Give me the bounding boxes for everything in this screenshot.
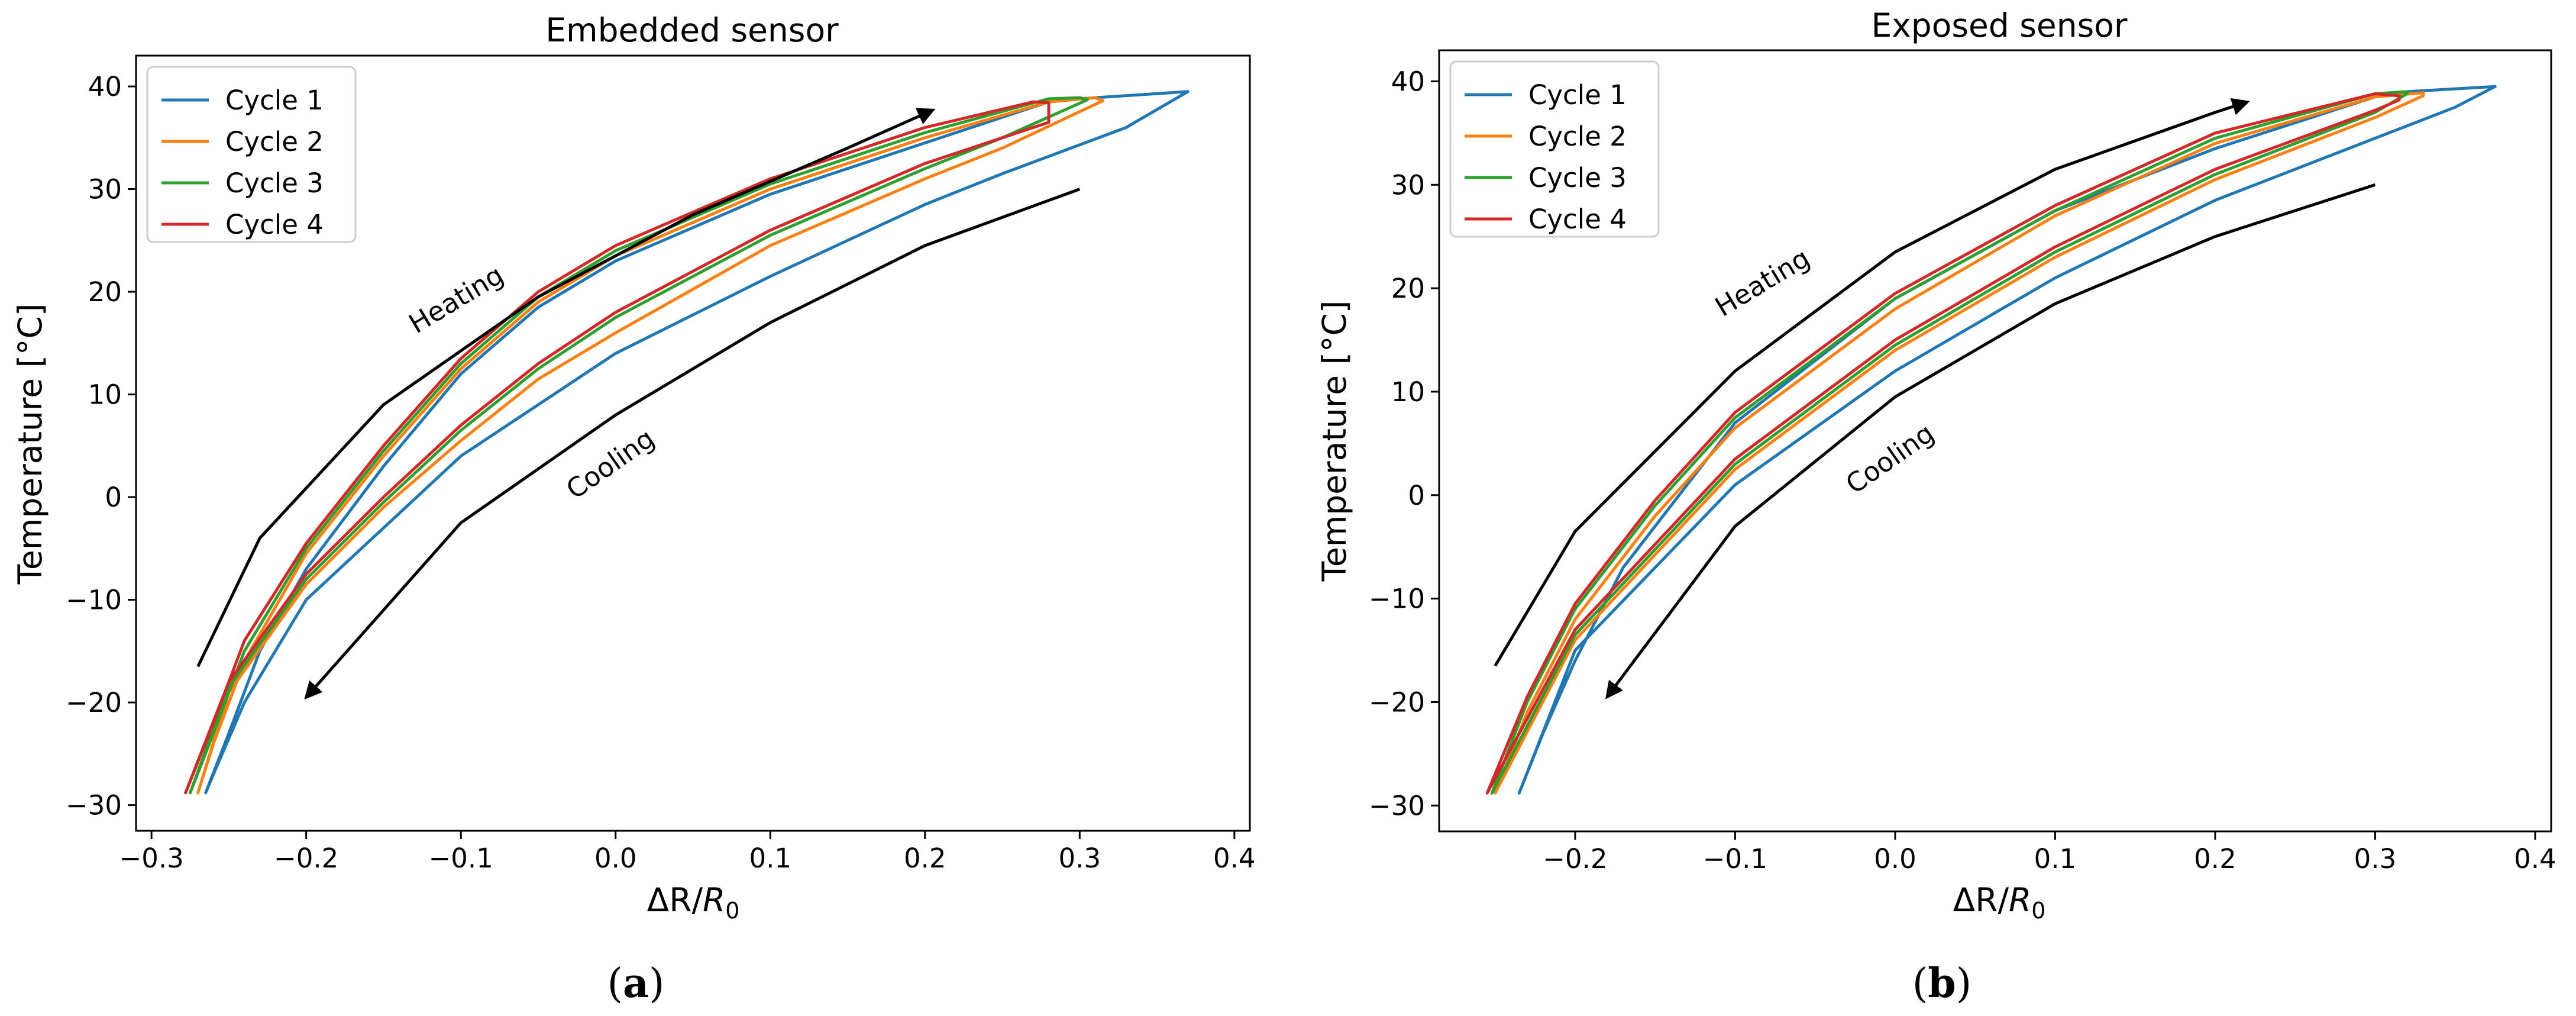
series-line-cycle-2-a <box>196 96 1104 795</box>
x-axis-label-sub-b: 0 <box>2031 898 2045 924</box>
legend-label-cycle-3-b: Cycle 3 <box>1528 162 1627 193</box>
panel-caption-a: (a) <box>607 960 664 1007</box>
y-tick-label-a: 40 <box>88 71 122 102</box>
x-axis-label-a: ΔR/R0 <box>647 881 740 924</box>
legend-label-cycle-3-a: Cycle 3 <box>225 167 324 199</box>
chart-title-b: Exposed sensor <box>1871 7 2127 44</box>
legend-box-a <box>146 66 357 243</box>
x-tick-label-a: 0.4 <box>1213 843 1256 874</box>
y-tick-label-a: −20 <box>66 687 122 718</box>
heating-arrow-b <box>1494 98 2250 667</box>
heating-label-b: Heating <box>1709 242 1815 322</box>
x-axis-ticks-a: −0.3 −0.2 −0.1 0.0 0.1 0.2 0.3 0.4 <box>119 831 1256 874</box>
x-tick-label-a: 0.1 <box>749 843 791 874</box>
series-line-cycle-3-a <box>189 96 1089 795</box>
y-tick-label-a: 0 <box>105 482 122 513</box>
cooling-arrow-b <box>1605 183 2376 699</box>
y-axis-ticks-b: −30 −20 −10 0 10 20 30 40 <box>1369 66 1439 821</box>
x-tick-label-b: 0.1 <box>2034 843 2077 875</box>
y-tick-label-b: 40 <box>1391 66 1425 97</box>
x-axis-label-b: ΔR/R0 <box>1953 881 2046 924</box>
series-line-cycle-4-b <box>1485 92 2401 795</box>
y-tick-label-b: −20 <box>1369 686 1425 718</box>
x-tick-label-a: 0.2 <box>904 843 946 874</box>
y-tick-label-b: 30 <box>1391 169 1425 201</box>
y-axis-ticks-a: −30 −20 −10 0 10 20 30 40 <box>66 71 136 821</box>
panel-caption-b: (b) <box>1912 960 1972 1007</box>
x-tick-label-b: 0.2 <box>2194 843 2236 875</box>
x-axis-label-var-a: R <box>703 881 725 919</box>
legend-label-cycle-2-a: Cycle 2 <box>225 126 324 157</box>
x-tick-label-a: 0.3 <box>1059 843 1101 874</box>
legend-b: Cycle 1 Cycle 2 Cycle 3 Cycle 4 <box>1449 60 1660 238</box>
legend-box-b <box>1449 60 1660 238</box>
x-tick-label-a: 0.0 <box>594 843 637 874</box>
caption-letter-b: b <box>1928 960 1956 1007</box>
x-axis-label-main-b: ΔR/ <box>1953 881 2009 919</box>
legend-a: Cycle 1 Cycle 2 Cycle 3 Cycle 4 <box>146 66 357 243</box>
y-tick-label-b: 10 <box>1391 376 1425 408</box>
y-tick-label-a: −10 <box>66 585 122 616</box>
y-tick-label-a: −30 <box>66 790 122 821</box>
x-tick-label-b: −0.1 <box>1703 843 1767 875</box>
y-tick-label-a: 20 <box>88 276 122 308</box>
x-tick-label-a: −0.2 <box>274 843 338 874</box>
series-line-cycle-3-b <box>1490 90 2409 795</box>
caption-close-a: ) <box>649 960 665 1007</box>
cooling-arrow-a <box>304 188 1081 700</box>
y-tick-label-a: 10 <box>88 379 122 411</box>
x-tick-label-b: 0.4 <box>2514 843 2556 875</box>
series-group-a <box>184 90 1190 795</box>
y-tick-label-b: 0 <box>1408 480 1425 511</box>
axes-frame-a <box>135 54 1251 832</box>
legend-label-cycle-2-b: Cycle 2 <box>1528 121 1627 152</box>
caption-open-b: ( <box>1912 960 1928 1007</box>
legend-label-cycle-4-b: Cycle 4 <box>1528 204 1627 235</box>
heating-arrow-a <box>196 108 936 667</box>
axes-frame-b <box>1438 49 2552 833</box>
x-axis-ticks-b: −0.2 −0.1 0.0 0.1 0.2 0.3 0.4 <box>1543 831 2556 875</box>
x-axis-label-sub-a: 0 <box>725 898 739 924</box>
legend-label-cycle-1-b: Cycle 1 <box>1528 79 1627 111</box>
legend-label-cycle-4-a: Cycle 4 <box>225 209 324 240</box>
y-axis-label-b: Temperature [°C] <box>1316 301 1353 582</box>
series-group-b <box>1485 85 2497 795</box>
x-tick-label-b: 0.3 <box>2354 843 2397 875</box>
caption-close-b: ) <box>1956 960 1972 1007</box>
x-axis-label-var-b: R <box>2009 881 2031 919</box>
x-tick-label-b: −0.2 <box>1543 843 1607 875</box>
x-tick-label-a: −0.3 <box>119 843 184 874</box>
caption-letter-a: a <box>623 960 649 1007</box>
x-tick-label-b: 0.0 <box>1874 843 1916 875</box>
y-tick-label-b: −30 <box>1369 790 1425 821</box>
y-tick-label-b: −10 <box>1369 583 1425 615</box>
x-tick-label-a: −0.1 <box>429 843 493 874</box>
legend-label-cycle-1-a: Cycle 1 <box>225 85 324 116</box>
series-line-cycle-4-a <box>184 100 1051 795</box>
y-axis-label-a: Temperature [°C] <box>11 304 49 585</box>
caption-open-a: ( <box>607 960 623 1007</box>
x-axis-label-main-a: ΔR/ <box>647 881 703 919</box>
cooling-label-a: Cooling <box>561 422 660 505</box>
y-tick-label-a: 30 <box>88 174 122 205</box>
y-tick-label-b: 20 <box>1391 273 1425 304</box>
chart-title-a: Embedded sensor <box>545 11 839 49</box>
